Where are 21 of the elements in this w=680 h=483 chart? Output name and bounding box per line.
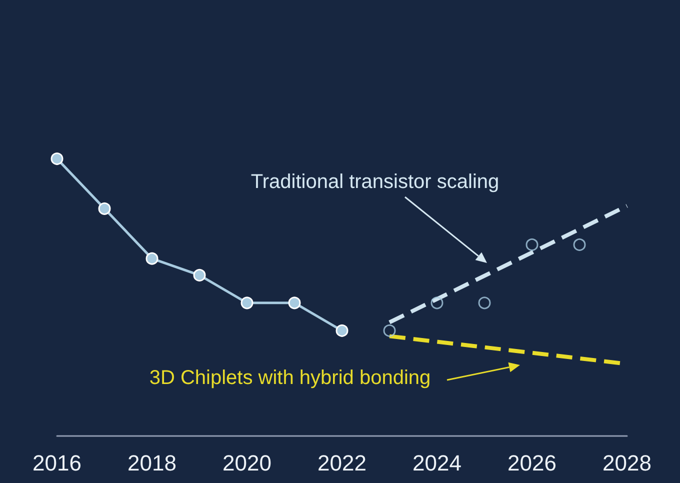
x-tick-label: 2028 xyxy=(602,450,652,476)
point xyxy=(478,296,491,310)
point xyxy=(50,152,64,166)
point xyxy=(430,296,444,310)
point xyxy=(146,252,158,265)
x-tick-label: 2024 xyxy=(412,450,462,476)
point xyxy=(98,202,111,215)
x-tick-label: 2016 xyxy=(32,450,82,476)
x-tick-label: 2026 xyxy=(508,450,556,476)
point xyxy=(573,238,586,251)
x-tick-label: 2020 xyxy=(222,450,272,476)
point xyxy=(288,296,301,310)
annotation: 3D Chiplets with hybrid bonding xyxy=(149,367,431,389)
point xyxy=(526,238,538,251)
point xyxy=(383,324,396,337)
x-tick-label: 2018 xyxy=(128,450,176,476)
annotation: Traditional transistor scaling xyxy=(250,171,500,193)
x-tick-label: 2022 xyxy=(318,450,366,476)
point xyxy=(336,324,348,337)
point xyxy=(193,268,206,282)
point xyxy=(240,296,254,310)
